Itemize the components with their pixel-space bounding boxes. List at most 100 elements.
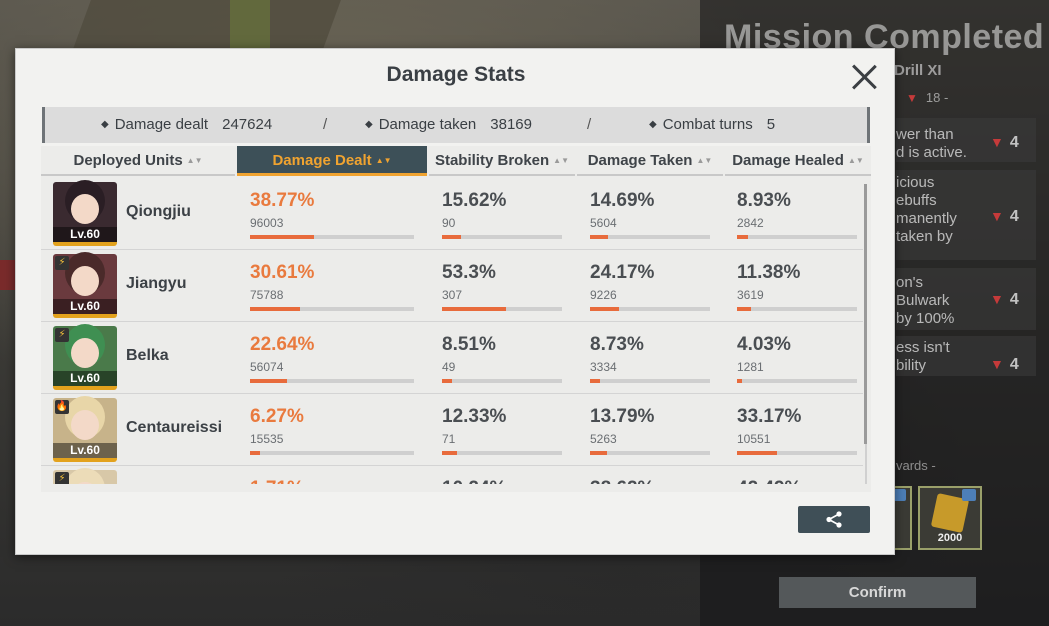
stat-bar-fill (250, 451, 260, 455)
unit-name: Qiongjiu (126, 203, 191, 220)
stat-taken: 13.79% 5263 (590, 394, 710, 466)
condition-text: icious ebuffs manently taken by (896, 174, 957, 245)
stat-percent: 10.24% (442, 478, 506, 484)
diamond-icon: ◆ (365, 119, 373, 130)
summary-damage-dealt: ◆ Damage dealt 247624 (101, 116, 273, 133)
stat-percent: 24.17% (590, 262, 655, 283)
close-icon[interactable] (848, 61, 880, 93)
stat-bar (737, 379, 857, 383)
unit-portrait: ⚡ Lv.60 (53, 254, 117, 318)
stat-value: 3334 (590, 360, 617, 374)
stat-bar-fill (737, 307, 751, 311)
stat-bar-fill (442, 379, 452, 383)
unit-face (71, 482, 99, 484)
stat-bar (442, 451, 562, 455)
mission-level: ▼ 18 - (906, 90, 949, 105)
stat-percent: 30.61% (250, 262, 315, 283)
sort-icon: ▲▼ (186, 156, 203, 165)
stat-bar (737, 307, 857, 311)
condition-score: ▼ 4 (990, 291, 1019, 308)
stat-bar (250, 451, 414, 455)
element-icon: 🔥 (55, 400, 69, 414)
condition-text: on's Bulwark by 100% (896, 274, 955, 327)
stat-percent: 38.62% (590, 478, 654, 484)
stat-percent: 4.03% (737, 334, 791, 355)
stat-bar-fill (590, 235, 608, 239)
stat-bar-fill (442, 451, 457, 455)
stat-percent: 8.51% (442, 334, 496, 355)
stat-healed: 4.03% 1281 (737, 322, 857, 394)
condition-row (896, 170, 1036, 260)
stat-taken: 38.62% (590, 466, 710, 484)
diamond-icon: ◆ (101, 119, 109, 130)
condition-text: ess isn't bility (896, 339, 950, 374)
stat-value: 49 (442, 360, 456, 374)
confirm-button[interactable]: Confirm (779, 577, 976, 608)
column-header-deployed-units[interactable]: Deployed Units ▲▼ (41, 146, 235, 176)
stat-bar (250, 235, 414, 239)
table-row: ⚡ Lv.60 Belka 22.64% 56074 8.51% 49 8.73% 3334 4.… (41, 322, 863, 394)
sort-icon: ▲▼ (553, 156, 570, 165)
stat-value: 90 (442, 216, 456, 230)
damage-stats-dialog: Damage Stats ◆ Damage dealt 247624 / ◆ Dama… (15, 48, 895, 555)
stat-bar (442, 235, 562, 239)
column-header-stability-broken[interactable]: Stability Broken ▲▼ (429, 146, 575, 176)
column-header-damage-dealt[interactable]: Damage Dealt ▲▼ (237, 146, 427, 176)
share-button[interactable] (798, 506, 870, 533)
stat-bar-fill (737, 451, 777, 455)
condition-score: ▼ 4 (990, 356, 1019, 373)
stat-percent: 53.3% (442, 262, 496, 283)
stat-healed: 33.17% 10551 (737, 394, 857, 466)
stat-value: 75788 (250, 288, 284, 302)
condition-row (896, 118, 1036, 162)
unit-level: Lv.60 (53, 443, 117, 458)
stat-dealt: 38.77% 96003 (250, 178, 414, 250)
damage-stats-table: Deployed Units ▲▼ Damage Dealt ▲▼ Stabilit… (41, 146, 871, 492)
sort-icon: ▲▼ (847, 156, 864, 165)
stat-stability: 8.51% 49 (442, 322, 562, 394)
stat-value: 9226 (590, 288, 617, 302)
unit-portrait: Lv.60 (53, 182, 117, 246)
stat-value: 71 (442, 432, 456, 446)
stat-percent: 42.49% (737, 478, 801, 484)
stat-bar (590, 379, 710, 383)
stat-percent: 14.69% (590, 190, 655, 211)
sort-icon: ▲▼ (375, 156, 392, 165)
stat-value: 2842 (737, 216, 764, 230)
stat-dealt: 1.71% (250, 466, 414, 484)
background-structure (0, 260, 16, 290)
element-icon: ⚡ (55, 472, 69, 484)
summary-combat-turns: ◆ Combat turns 5 (649, 116, 776, 133)
stat-percent: 22.64% (250, 334, 315, 355)
stat-taken: 8.73% 3334 (590, 322, 710, 394)
column-header-damage-taken[interactable]: Damage Taken ▲▼ (577, 146, 723, 176)
reward-item[interactable]: 2000 (918, 486, 982, 550)
stat-bar (590, 235, 710, 239)
column-header-damage-healed[interactable]: Damage Healed ▲▼ (725, 146, 871, 176)
stat-bar-fill (737, 379, 742, 383)
element-icon: ⚡ (55, 256, 69, 270)
stat-percent: 8.93% (737, 190, 791, 211)
stat-dealt: 30.61% 75788 (250, 250, 414, 322)
stat-value: 5263 (590, 432, 617, 446)
stat-percent: 6.27% (250, 406, 304, 427)
stat-bar-fill (590, 379, 600, 383)
stat-bar-fill (590, 451, 607, 455)
summary-separator: / (587, 116, 592, 133)
scrollbar-thumb[interactable] (864, 184, 867, 444)
stat-bar-fill (442, 235, 461, 239)
unit-face (71, 410, 99, 440)
stat-bar (737, 451, 857, 455)
table-row: Lv.60 Qiongjiu 38.77% 96003 15.62% 90 14.69% 56… (41, 178, 863, 250)
stat-stability: 12.33% 71 (442, 394, 562, 466)
condition-score: ▼ 4 (990, 208, 1019, 225)
reward-amount: 2000 (937, 532, 963, 544)
table-row: ⚡ Lv.60 Jiangyu 30.61% 75788 53.3% 307 24.17% 92… (41, 250, 863, 322)
stat-bar (590, 451, 710, 455)
stat-percent: 12.33% (442, 406, 507, 427)
triangle-down-icon: ▼ (906, 91, 918, 105)
unit-level: Lv.60 (53, 371, 117, 386)
stat-bar (250, 379, 414, 383)
stat-percent: 38.77% (250, 190, 315, 211)
stat-bar-fill (250, 235, 314, 239)
